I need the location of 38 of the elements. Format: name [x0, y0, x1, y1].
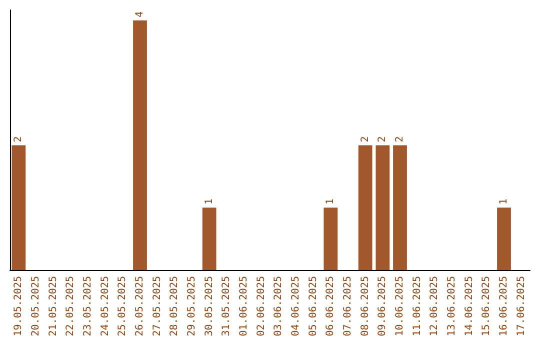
x-tick-label: 28.05.2025	[169, 276, 180, 336]
x-tick-label: 21.05.2025	[48, 276, 59, 336]
x-tick-label: 10.06.2025	[394, 276, 406, 336]
x-tick-label: 22.05.2025	[65, 276, 76, 336]
x-tick-label: 24.05.2025	[100, 276, 111, 336]
x-tick-label: 03.06.2025	[273, 276, 284, 336]
x-tick-label: 11.06.2025	[412, 276, 423, 336]
x-tick-label: 04.06.2025	[290, 276, 302, 336]
data-label: 2	[360, 136, 371, 142]
x-tick-label: 23.05.2025	[82, 276, 94, 336]
x-tick-label: 26.05.2025	[134, 276, 146, 336]
x-tick-label: 05.06.2025	[308, 276, 319, 336]
x-tick-label: 01.06.2025	[238, 276, 250, 336]
x-tick-label: 12.06.2025	[429, 276, 440, 336]
x-tick-label: 02.06.2025	[256, 276, 267, 336]
x-tick-label: 15.06.2025	[481, 276, 492, 336]
x-tick-label: 17.06.2025	[516, 276, 527, 336]
x-tick-label: 06.06.2025	[325, 276, 336, 336]
data-label: 2	[13, 136, 24, 142]
x-tick-label: 16.06.2025	[498, 276, 510, 336]
x-tick-label: 07.06.2025	[342, 276, 354, 336]
x-tick-label: 19.05.2025	[13, 276, 24, 336]
x-tick-label: 14.06.2025	[464, 276, 475, 336]
data-label: 2	[377, 136, 388, 142]
x-tick-label: 08.06.2025	[360, 276, 371, 336]
x-tick-label: 20.05.2025	[30, 276, 42, 336]
data-label: 1	[498, 198, 510, 205]
x-tick-label: 27.05.2025	[152, 276, 163, 336]
x-tick-label: 30.05.2025	[204, 276, 215, 336]
data-label: 2	[394, 136, 406, 142]
x-tick-label: 29.05.2025	[186, 276, 198, 336]
data-label: 1	[204, 198, 215, 205]
x-tick-label: 31.05.2025	[221, 276, 232, 336]
data-label: 4	[134, 11, 146, 18]
x-tick-label: 25.05.2025	[117, 276, 128, 336]
x-tick-label: 09.06.2025	[377, 276, 388, 336]
x-tick-label: 13.06.2025	[446, 276, 458, 336]
data-label: 1	[325, 198, 336, 205]
